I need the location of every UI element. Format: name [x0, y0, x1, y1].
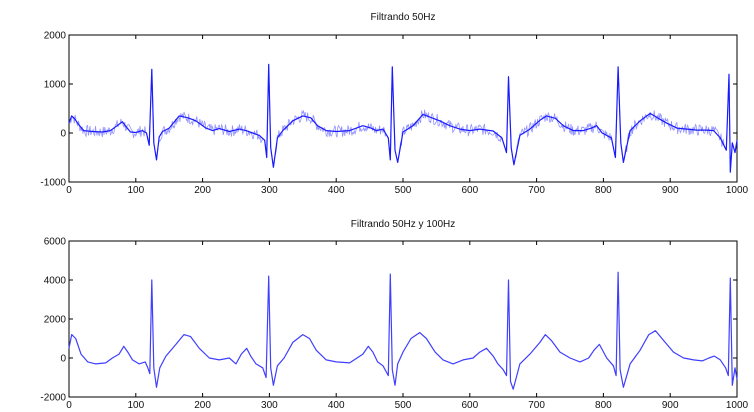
bottom-xtick-label: 0 — [66, 400, 72, 411]
bottom-subplot-title: Filtrando 50Hz y 100Hz — [351, 219, 456, 230]
bottom-ticks: 0 100 200 300 400 500 600 700 800 900 1000-2000020… — [40, 237, 748, 412]
bottom-signal-group — [68, 271, 738, 390]
bottom-xtick-label: 1000 — [726, 400, 749, 411]
bottom-xtick-label: 600 — [461, 400, 478, 411]
top-subplot: Filtrando 50Hz 0 100 200 300 400 500 600 700 800… — [40, 12, 748, 196]
top-xtick-label: 400 — [328, 185, 345, 196]
top-signal-line — [68, 63, 738, 173]
top-xtick-label: 800 — [595, 185, 612, 196]
top-signal-group — [68, 63, 738, 173]
top-plot-frame — [68, 34, 738, 183]
top-ytick-label: 2000 — [44, 31, 67, 42]
top-xtick-label: 1000 — [726, 185, 749, 196]
top-noise-band — [68, 64, 738, 173]
bottom-subplot: Filtrando 50Hz y 100Hz 0 100 200 300 400 500 6… — [40, 219, 748, 411]
top-ytick-label: 1000 — [44, 80, 67, 91]
top-xtick-label: 200 — [194, 185, 211, 196]
top-subplot-title: Filtrando 50Hz — [370, 12, 435, 23]
bottom-ytick-label: 4000 — [44, 276, 67, 287]
top-ticks: 0 100 200 300 400 500 600 700 800 900 1000-1000010… — [40, 31, 748, 197]
top-xtick-label: 700 — [528, 185, 545, 196]
bottom-xtick-label: 700 — [528, 400, 545, 411]
bottom-xtick-label: 800 — [595, 400, 612, 411]
bottom-signal-line — [68, 271, 738, 390]
bottom-xtick-label: 900 — [662, 400, 679, 411]
top-ytick-label: 0 — [60, 129, 66, 140]
bottom-xtick-label: 100 — [127, 400, 144, 411]
bottom-xtick-label: 300 — [261, 400, 278, 411]
top-xtick-label: 500 — [395, 185, 412, 196]
bottom-xtick-label: 200 — [194, 400, 211, 411]
bottom-xtick-label: 500 — [395, 400, 412, 411]
top-xtick-label: 300 — [261, 185, 278, 196]
bottom-ytick-label: 6000 — [44, 237, 67, 248]
bottom-plot-frame — [68, 240, 738, 398]
bottom-xtick-label: 400 — [328, 400, 345, 411]
top-ytick-label: -1000 — [40, 178, 66, 189]
top-xtick-label: 900 — [662, 185, 679, 196]
bottom-ytick-label: 2000 — [44, 315, 67, 326]
bottom-ytick-label: -2000 — [40, 393, 66, 404]
top-xtick-label: 100 — [127, 185, 144, 196]
bottom-ytick-label: 0 — [60, 354, 66, 365]
top-xtick-label: 600 — [461, 185, 478, 196]
top-xtick-label: 0 — [66, 185, 72, 196]
